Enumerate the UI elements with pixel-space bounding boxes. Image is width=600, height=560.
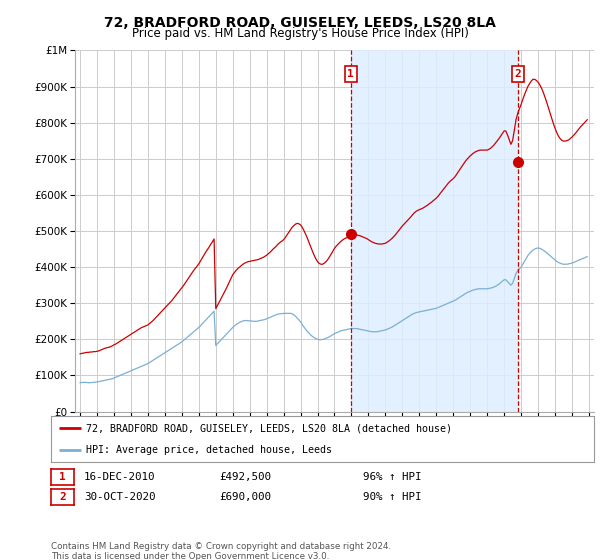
Text: 1: 1 xyxy=(59,472,66,482)
Text: 72, BRADFORD ROAD, GUISELEY, LEEDS, LS20 8LA: 72, BRADFORD ROAD, GUISELEY, LEEDS, LS20… xyxy=(104,16,496,30)
Text: HPI: Average price, detached house, Leeds: HPI: Average price, detached house, Leed… xyxy=(86,445,332,455)
Text: 2: 2 xyxy=(59,492,66,502)
Text: Contains HM Land Registry data © Crown copyright and database right 2024.
This d: Contains HM Land Registry data © Crown c… xyxy=(51,542,391,560)
Text: 96% ↑ HPI: 96% ↑ HPI xyxy=(363,472,421,482)
Text: 90% ↑ HPI: 90% ↑ HPI xyxy=(363,492,421,502)
Text: 72, BRADFORD ROAD, GUISELEY, LEEDS, LS20 8LA (detached house): 72, BRADFORD ROAD, GUISELEY, LEEDS, LS20… xyxy=(86,423,452,433)
Text: 1: 1 xyxy=(347,69,354,79)
Text: Price paid vs. HM Land Registry's House Price Index (HPI): Price paid vs. HM Land Registry's House … xyxy=(131,27,469,40)
Bar xyxy=(351,50,518,412)
Text: 16-DEC-2010: 16-DEC-2010 xyxy=(84,472,155,482)
Text: £492,500: £492,500 xyxy=(219,472,271,482)
Text: 30-OCT-2020: 30-OCT-2020 xyxy=(84,492,155,502)
Text: 2: 2 xyxy=(515,69,521,79)
Text: £690,000: £690,000 xyxy=(219,492,271,502)
